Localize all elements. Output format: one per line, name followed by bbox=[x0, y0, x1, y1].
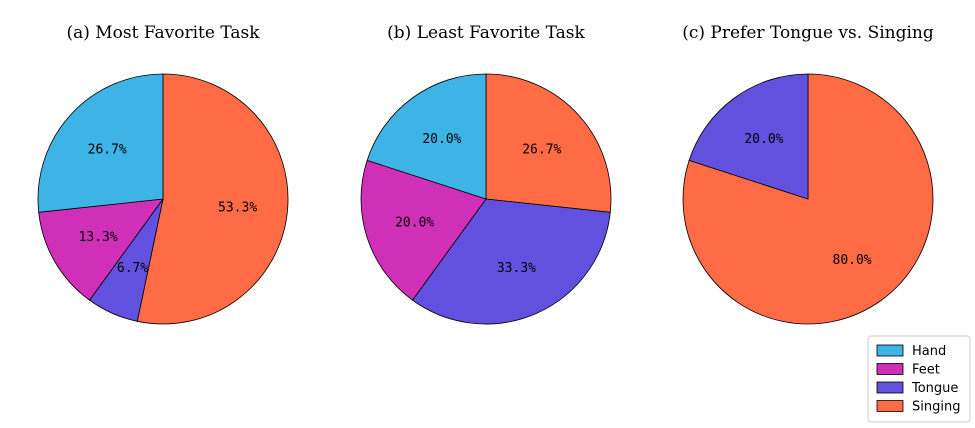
chart-title: (b) Least Favorite Task bbox=[387, 23, 585, 43]
slice-pct-label: 6.7% bbox=[117, 261, 148, 276]
legend-label-feet: Feet bbox=[912, 363, 940, 378]
slice-pct-label: 33.3% bbox=[497, 261, 536, 276]
slice-pct-label: 80.0% bbox=[833, 253, 872, 268]
pie-slice-hand bbox=[37, 73, 164, 213]
chart-title: (a) Most Favorite Task bbox=[66, 23, 260, 43]
pie-slice-singing bbox=[485, 73, 612, 213]
legend: Hand Feet Tongue Singing bbox=[867, 335, 971, 423]
slice-pct-label: 20.0% bbox=[395, 216, 434, 231]
pie-slice-tongue bbox=[411, 198, 611, 325]
legend-swatch-feet bbox=[876, 363, 904, 375]
pie-slice-singing bbox=[136, 73, 289, 325]
pie-chart-3: (c) Prefer Tongue vs. Singing 80.0% 20.0% bbox=[682, 23, 934, 325]
pie-slice-tongue bbox=[688, 73, 809, 200]
legend-swatch-hand bbox=[876, 344, 904, 357]
chart-title: (c) Prefer Tongue vs. Singing bbox=[682, 23, 934, 43]
pie-chart-2: (b) Least Favorite Task 26.7% 33.3% 20.0% 20… bbox=[360, 23, 612, 325]
slice-pct-label: 26.7% bbox=[522, 142, 561, 157]
slice-pct-label: 13.3% bbox=[79, 230, 118, 245]
slice-pct-label: 26.7% bbox=[88, 142, 127, 157]
slice-pct-label: 53.3% bbox=[218, 200, 257, 215]
slice-pct-label: 20.0% bbox=[422, 132, 461, 147]
slice-pct-label: 20.0% bbox=[744, 132, 783, 147]
pie-chart-1: (a) Most Favorite Task 53.3% 6.7% 13.3% 26.7… bbox=[37, 23, 289, 325]
legend-swatch-tongue bbox=[876, 381, 904, 394]
legend-swatch-singing bbox=[876, 400, 904, 412]
legend-label-tongue: Tongue bbox=[911, 381, 958, 396]
legend-label-singing: Singing bbox=[912, 400, 960, 415]
charts: (a) Most Favorite Task 53.3% 6.7% 13.3% 26.7… bbox=[37, 23, 934, 325]
pie-slice-feet bbox=[360, 159, 487, 301]
pie-slice-feet bbox=[38, 198, 164, 301]
pie-slice-hand bbox=[366, 73, 487, 200]
legend-label-hand: Hand bbox=[912, 344, 946, 359]
